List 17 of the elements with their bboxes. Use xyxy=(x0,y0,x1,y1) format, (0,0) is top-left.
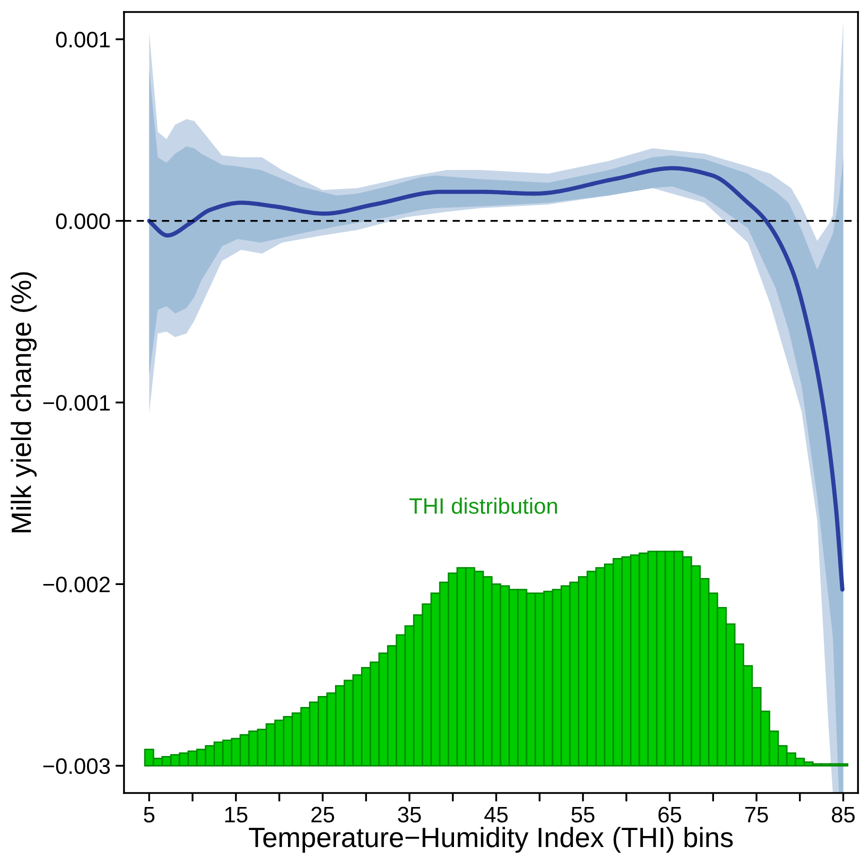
x-tick-label: 35 xyxy=(398,806,421,823)
y-tick-label: 0.000 xyxy=(56,213,110,230)
y-tick-label: −0.001 xyxy=(43,395,110,411)
x-tick-label: 25 xyxy=(311,806,334,823)
y-tick-label: −0.002 xyxy=(43,576,110,592)
x-tick-label: 15 xyxy=(225,807,248,823)
x-tick-label: 45 xyxy=(484,807,508,823)
x-axis-title: Temperature−Humidity Index (THI) bins xyxy=(248,826,733,853)
x-tick-label: 65 xyxy=(658,806,682,823)
y-tick-label: 0.001 xyxy=(56,32,110,48)
x-tick-label: 85 xyxy=(832,806,855,823)
y-tick-label: −0.003 xyxy=(43,758,110,774)
y-axis-title: Milk yield change (%) xyxy=(10,272,37,532)
x-tick-label: 55 xyxy=(572,807,594,823)
x-tick-label: 75 xyxy=(745,807,768,823)
x-tick-label: 5 xyxy=(144,807,154,823)
annotation: THI distribution xyxy=(409,498,557,514)
